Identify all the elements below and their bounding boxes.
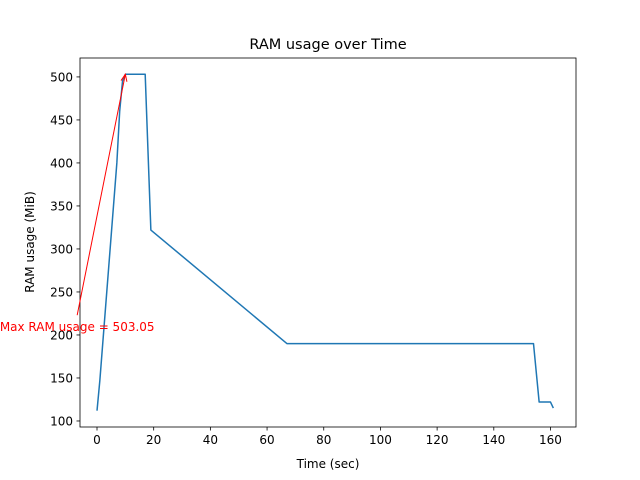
y-tick-label: 200 xyxy=(50,328,73,342)
y-tick-label: 150 xyxy=(50,371,73,385)
x-tick-label: 0 xyxy=(93,433,101,447)
y-tick-label: 400 xyxy=(50,156,73,170)
x-tick-label: 80 xyxy=(316,433,331,447)
annotation-arrow-line xyxy=(76,74,126,316)
y-axis-ticks: 100 150 200 250 300 350 400 450 500 xyxy=(50,70,80,428)
x-axis-label: Time (sec) xyxy=(296,457,360,471)
y-tick-label: 250 xyxy=(50,285,73,299)
x-tick-label: 140 xyxy=(482,433,505,447)
annotation-layer: Max RAM usage = 503.05 xyxy=(0,73,155,334)
y-tick-label: 350 xyxy=(50,199,73,213)
ram-usage-line xyxy=(96,73,555,411)
y-tick-label: 500 xyxy=(50,70,73,84)
x-tick-label: 60 xyxy=(259,433,274,447)
x-tick-label: 100 xyxy=(369,433,392,447)
x-tick-label: 160 xyxy=(539,433,562,447)
x-axis-ticks: 0 20 40 60 80 100 120 140 160 xyxy=(93,427,562,447)
series-layer xyxy=(96,73,555,411)
plot-frame xyxy=(79,57,577,428)
x-tick-label: 40 xyxy=(203,433,218,447)
plot-area xyxy=(79,57,577,428)
x-tick-label: 20 xyxy=(146,433,161,447)
annotation-arrow-head xyxy=(120,73,128,82)
chart-title: RAM usage over Time xyxy=(249,37,406,53)
y-tick-label: 450 xyxy=(50,113,73,127)
y-tick-label: 100 xyxy=(50,414,73,428)
x-tick-label: 120 xyxy=(426,433,449,447)
annotation-text: Max RAM usage = 503.05 xyxy=(0,320,155,334)
y-axis-label: RAM usage (MiB) xyxy=(23,191,37,293)
y-tick-label: 300 xyxy=(50,242,73,256)
